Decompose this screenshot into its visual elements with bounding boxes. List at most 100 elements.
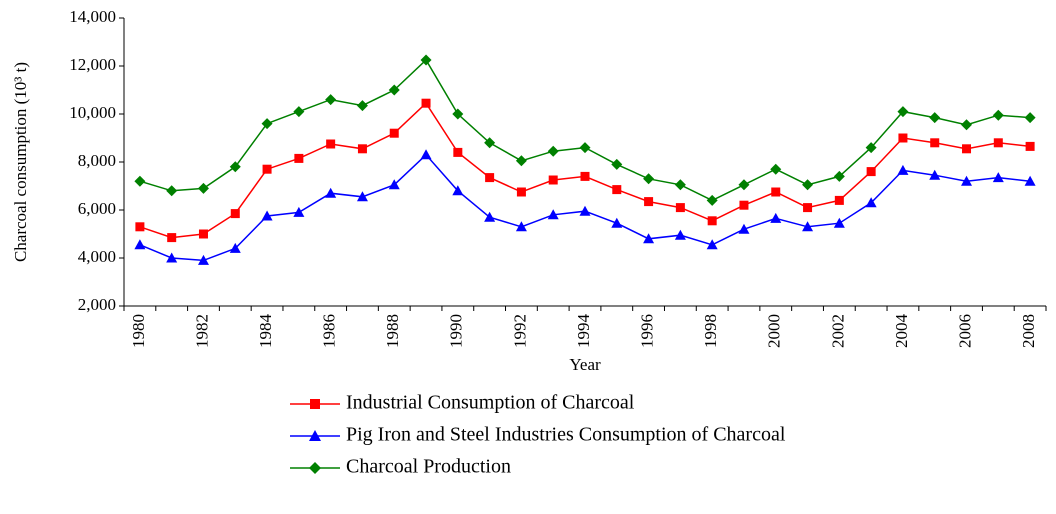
marker xyxy=(516,187,526,197)
series xyxy=(135,98,1035,243)
x-tick-label: 2004 xyxy=(892,314,911,349)
marker xyxy=(898,133,908,143)
x-tick-label: 1986 xyxy=(320,314,339,348)
marker xyxy=(644,197,654,207)
x-tick-label: 1996 xyxy=(637,314,656,348)
marker xyxy=(166,185,178,197)
marker xyxy=(897,106,909,118)
marker xyxy=(198,229,208,239)
marker xyxy=(356,191,368,202)
y-tick-label: 2,000 xyxy=(78,295,116,314)
x-axis-label: Year xyxy=(569,355,601,374)
marker xyxy=(420,54,432,66)
x-tick-label: 1980 xyxy=(129,314,148,348)
marker xyxy=(833,217,845,228)
y-tick-label: 14,000 xyxy=(69,7,116,26)
marker xyxy=(135,222,145,232)
marker xyxy=(611,158,623,170)
series xyxy=(134,54,1036,206)
marker xyxy=(802,179,814,191)
marker xyxy=(484,211,496,222)
series xyxy=(134,149,1036,265)
marker xyxy=(167,233,177,243)
x-tick-label: 2000 xyxy=(765,314,784,348)
marker xyxy=(802,221,814,232)
marker xyxy=(547,145,559,157)
x-tick-label: 2008 xyxy=(1019,314,1038,348)
marker xyxy=(388,84,400,96)
marker xyxy=(229,161,241,173)
marker xyxy=(674,179,686,191)
line xyxy=(139,102,1031,239)
marker xyxy=(803,203,813,213)
marker xyxy=(388,179,400,190)
marker xyxy=(992,172,1004,183)
marker xyxy=(612,185,622,195)
marker xyxy=(547,209,559,220)
marker xyxy=(771,187,781,197)
marker xyxy=(452,108,464,120)
marker xyxy=(453,147,463,157)
marker xyxy=(294,153,304,163)
marker xyxy=(1024,112,1036,124)
marker xyxy=(293,206,305,217)
marker xyxy=(579,142,591,154)
marker xyxy=(833,170,845,182)
marker xyxy=(866,167,876,177)
x-tick-label: 2006 xyxy=(955,314,974,348)
y-tick-label: 12,000 xyxy=(69,55,116,74)
x-tick-label: 1982 xyxy=(192,314,211,348)
marker xyxy=(197,254,209,265)
x-tick-label: 1984 xyxy=(256,314,275,349)
legend-label: Industrial Consumption of Charcoal xyxy=(346,392,635,414)
marker xyxy=(611,217,623,228)
marker xyxy=(738,223,750,234)
marker xyxy=(197,182,209,194)
marker xyxy=(134,175,146,187)
marker xyxy=(548,175,558,185)
marker xyxy=(484,137,496,149)
marker xyxy=(309,462,321,474)
marker xyxy=(229,242,241,253)
marker xyxy=(515,155,527,167)
marker xyxy=(897,164,909,175)
x-tick-label: 1992 xyxy=(510,314,529,348)
marker xyxy=(230,209,240,219)
x-tick-label: 1994 xyxy=(574,314,593,349)
marker xyxy=(420,149,432,160)
x-tick-label: 2002 xyxy=(828,314,847,348)
x-tick-label: 1998 xyxy=(701,314,720,348)
marker xyxy=(707,216,717,226)
marker xyxy=(356,100,368,112)
marker xyxy=(929,112,941,124)
marker xyxy=(961,175,973,186)
y-tick-label: 8,000 xyxy=(78,151,116,170)
x-tick-label: 1988 xyxy=(383,314,402,348)
marker xyxy=(770,212,782,223)
marker xyxy=(706,194,718,206)
marker xyxy=(706,239,718,250)
marker xyxy=(1024,175,1036,186)
marker xyxy=(930,138,940,148)
marker xyxy=(674,229,686,240)
marker xyxy=(865,197,877,208)
marker xyxy=(261,118,273,130)
marker xyxy=(325,187,337,198)
marker xyxy=(389,128,399,138)
marker xyxy=(865,142,877,154)
marker xyxy=(992,109,1004,121)
marker xyxy=(452,185,464,196)
marker xyxy=(262,164,272,174)
marker xyxy=(325,94,337,106)
marker xyxy=(485,173,495,183)
marker xyxy=(421,98,431,108)
marker xyxy=(834,195,844,205)
marker xyxy=(515,221,527,232)
marker xyxy=(643,173,655,185)
legend-label: Charcoal Production xyxy=(346,456,511,478)
marker xyxy=(1025,141,1035,151)
legend-label: Pig Iron and Steel Industries Consumptio… xyxy=(346,424,786,446)
marker xyxy=(261,210,273,221)
marker xyxy=(962,144,972,154)
